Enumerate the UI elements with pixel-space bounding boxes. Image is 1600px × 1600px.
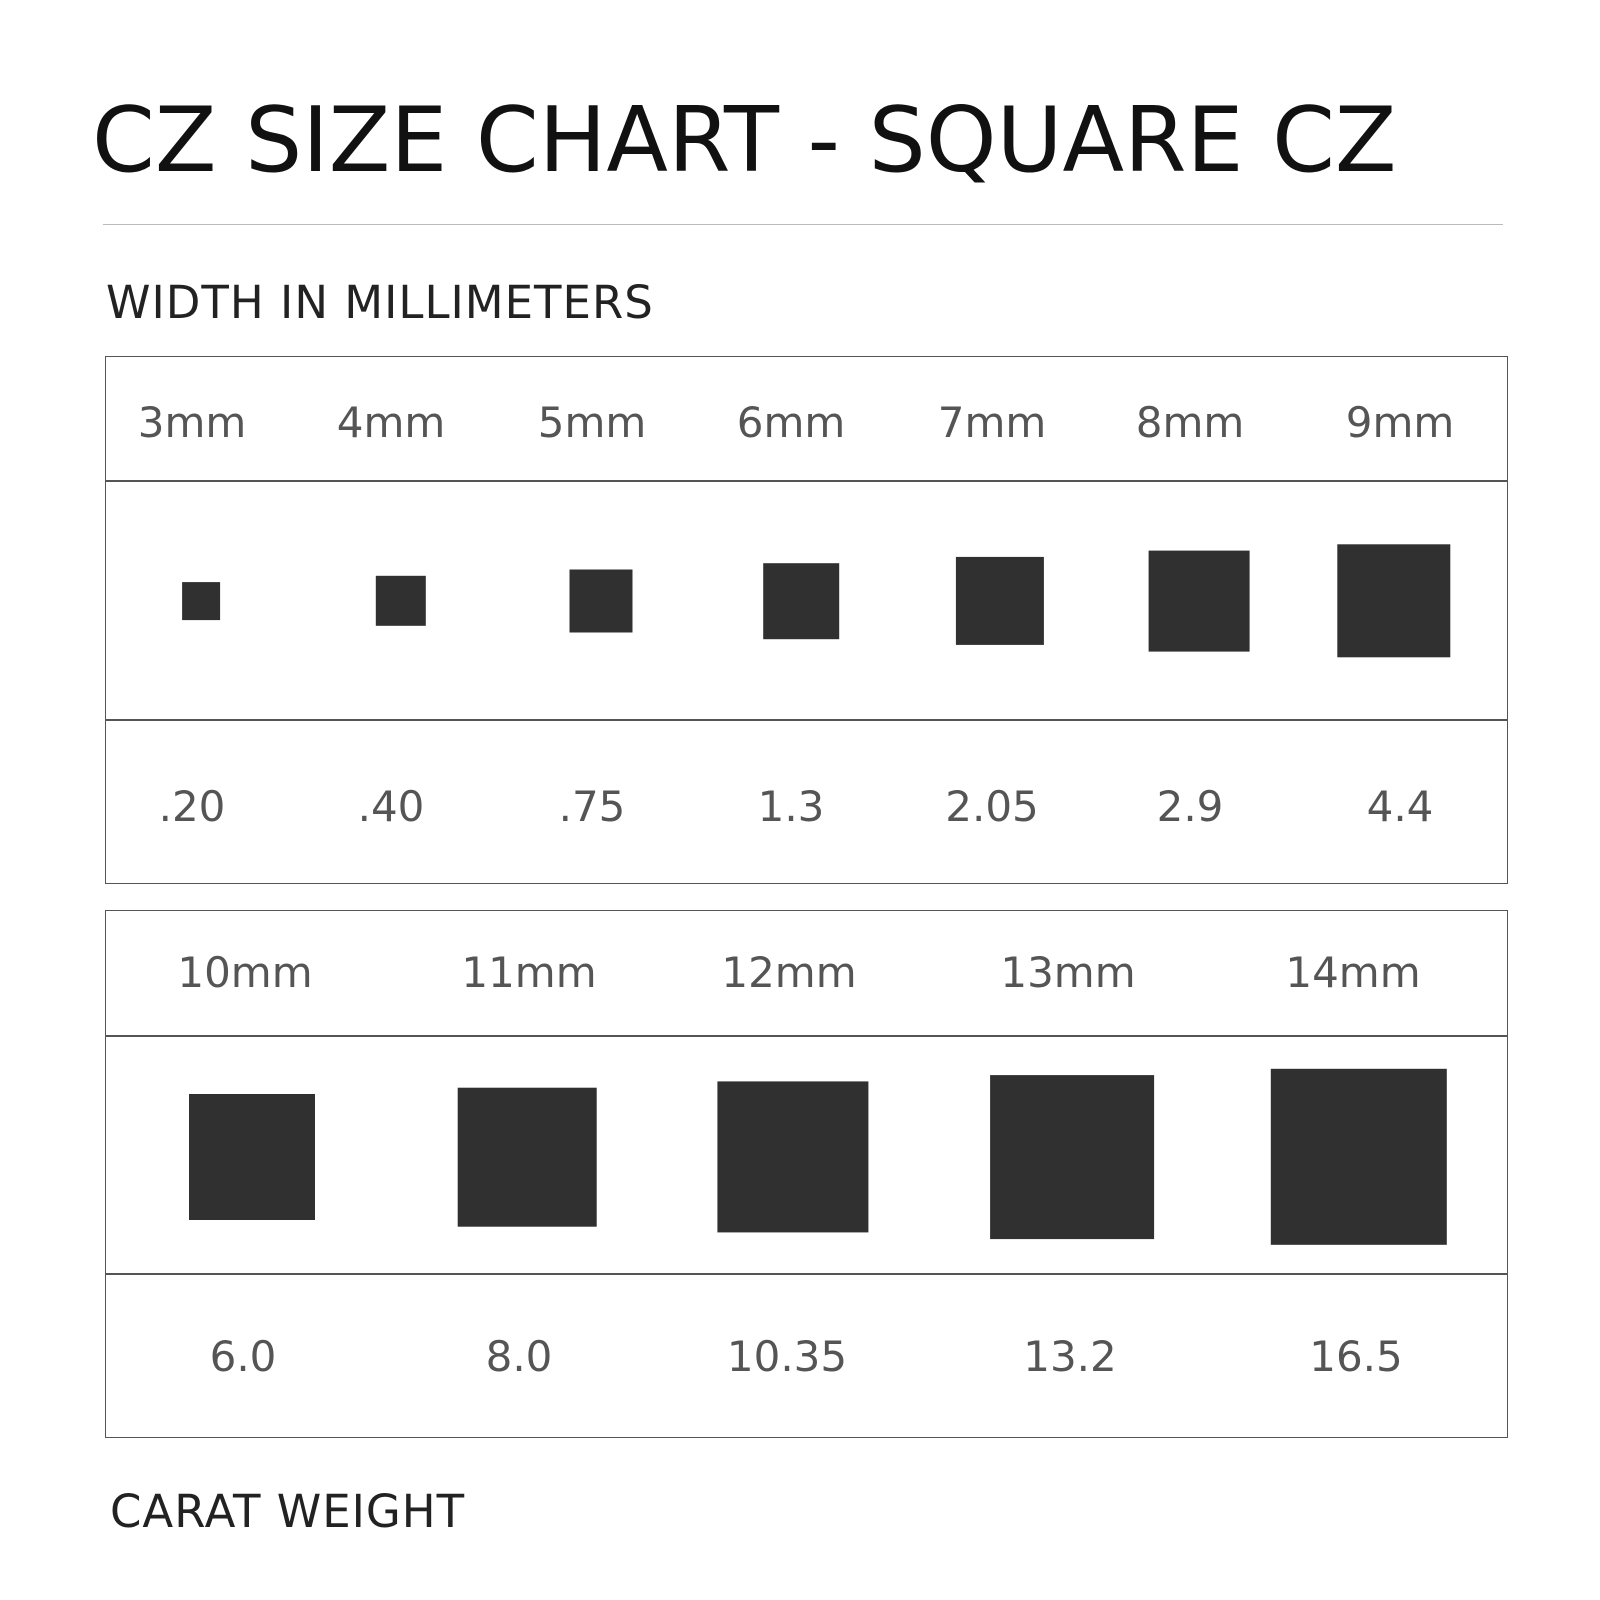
carat-value: .20 <box>158 782 226 831</box>
size-label: 6mm <box>736 398 846 447</box>
square-stone-mark <box>457 1087 597 1227</box>
size-label: 3mm <box>137 398 247 447</box>
square-stone-mark <box>375 575 427 627</box>
size-label: 7mm <box>937 398 1047 447</box>
square-stone-mark <box>189 1094 315 1220</box>
square-stone-mark <box>990 1075 1154 1239</box>
title-divider <box>103 224 1503 225</box>
square-stone-mark <box>763 563 839 639</box>
row-divider <box>106 719 1507 721</box>
square-stone-mark <box>1337 544 1451 658</box>
size-label: 8mm <box>1135 398 1245 447</box>
carat-value: 1.3 <box>757 782 825 831</box>
carat-value: .75 <box>558 782 626 831</box>
row-divider <box>106 1273 1507 1275</box>
carat-value: 2.9 <box>1156 782 1224 831</box>
row-divider <box>106 1035 1507 1037</box>
size-label: 4mm <box>336 398 446 447</box>
carat-value: 13.2 <box>1023 1332 1117 1381</box>
carat-value: 16.5 <box>1309 1332 1403 1381</box>
carat-value: 4.4 <box>1366 782 1434 831</box>
size-label: 13mm <box>1000 948 1136 997</box>
size-label: 14mm <box>1285 948 1421 997</box>
carat-value: .40 <box>357 782 425 831</box>
size-label: 5mm <box>537 398 647 447</box>
square-stone-mark <box>1270 1068 1448 1246</box>
size-table-2: 10mm 6.0 11mm 8.0 12mm 10.35 13mm 13.2 14mm 16.5 <box>105 910 1508 1438</box>
carat-value: 2.05 <box>945 782 1039 831</box>
square-stone-mark <box>955 556 1045 646</box>
square-stone-mark <box>1148 550 1250 652</box>
size-table-1: 3mm .20 4mm .40 5mm .75 6mm 1.3 7mm 2.05 8mm 2.9 9mm… <box>105 356 1508 884</box>
square-stone-mark <box>569 569 633 633</box>
row-divider <box>106 480 1507 482</box>
carat-value: 8.0 <box>485 1332 553 1381</box>
square-stone-mark <box>182 582 220 620</box>
size-label: 12mm <box>721 948 857 997</box>
size-label: 11mm <box>461 948 597 997</box>
page-title: CZ SIZE CHART - SQUARE CZ <box>92 88 1397 193</box>
carat-value: 6.0 <box>209 1332 277 1381</box>
carat-value: 10.35 <box>726 1332 848 1381</box>
carat-weight-label: CARAT WEIGHT <box>110 1485 466 1538</box>
size-label: 10mm <box>177 948 313 997</box>
square-stone-mark <box>717 1081 869 1233</box>
width-in-millimeters-label: WIDTH IN MILLIMETERS <box>106 276 654 329</box>
size-label: 9mm <box>1345 398 1455 447</box>
